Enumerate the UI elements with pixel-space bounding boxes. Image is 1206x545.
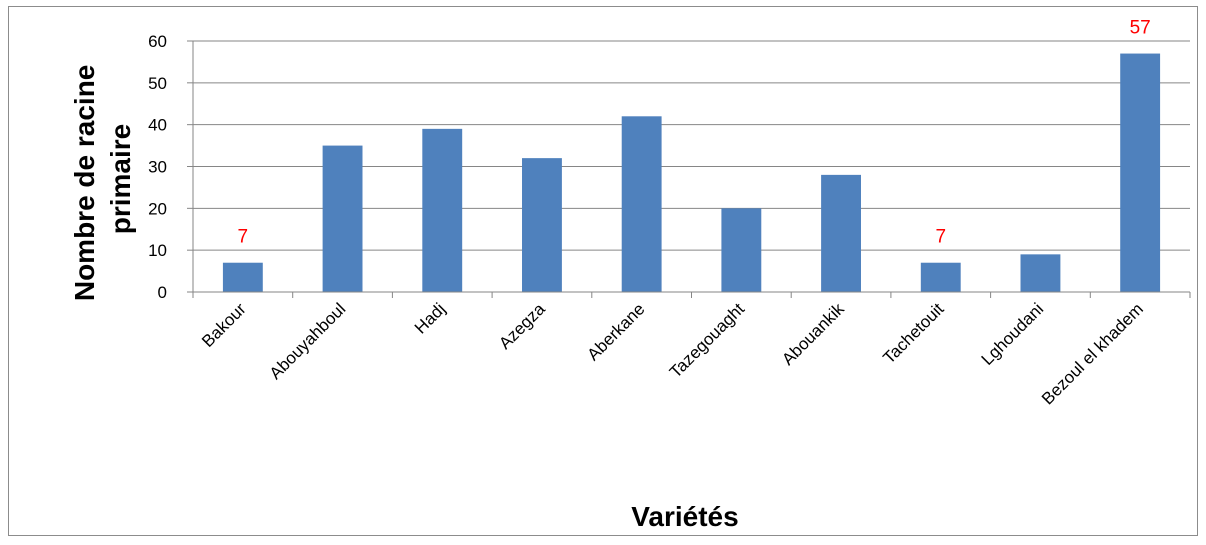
bars	[222, 53, 1161, 292]
x-tick-labels: Bakour Abouyahboul Hadj Azegza Aberkane Tazeg…	[198, 299, 1147, 408]
y-tick-label: 60	[148, 32, 167, 51]
x-tick-label: Aberkane	[584, 299, 649, 364]
x-tick-label: Bakour	[198, 299, 250, 351]
bar	[1120, 53, 1161, 292]
y-tick-labels: 0 10 20 30 40 50 60	[148, 32, 167, 302]
bar	[1020, 254, 1061, 292]
axes	[187, 40, 1191, 298]
bar	[821, 174, 861, 292]
y-tick-label: 0	[158, 283, 167, 302]
bar	[920, 262, 961, 292]
data-label: 7	[238, 227, 249, 248]
bar	[422, 128, 463, 292]
chart-frame	[8, 6, 1198, 536]
y-axis-title-line-2: primaire	[105, 124, 136, 235]
x-tick-label: Tachetouit	[879, 299, 947, 367]
data-label: 57	[1130, 18, 1151, 39]
y-tick-label: 40	[148, 116, 167, 135]
x-tick-label: Tazegouaght	[666, 299, 748, 381]
x-tick-label: Abouyahboul	[266, 299, 350, 383]
x-tick-label: Bezoul el khadem	[1038, 299, 1147, 408]
x-tick-label: Hadj	[411, 299, 449, 337]
y-tick-label: 10	[148, 241, 167, 260]
data-label: 7	[935, 227, 946, 248]
x-tick-label: Azegza	[495, 299, 549, 353]
x-tick-label: Abouankik	[778, 299, 848, 369]
x-tick-label: Lghoudani	[978, 299, 1048, 369]
bar	[322, 145, 363, 292]
bar	[222, 262, 263, 292]
data-labels: 7 7 57	[238, 18, 1151, 248]
bar	[522, 158, 562, 292]
bar	[621, 116, 662, 292]
x-axis-title: Variétés	[631, 501, 738, 532]
y-tick-label: 30	[148, 158, 167, 177]
y-tick-label: 20	[148, 199, 167, 218]
y-tick-label: 50	[148, 74, 167, 93]
y-axis-title: Nombre de racine primaire	[69, 57, 136, 301]
bar	[721, 208, 762, 292]
y-axis-title-line-1: Nombre de racine	[69, 65, 100, 302]
